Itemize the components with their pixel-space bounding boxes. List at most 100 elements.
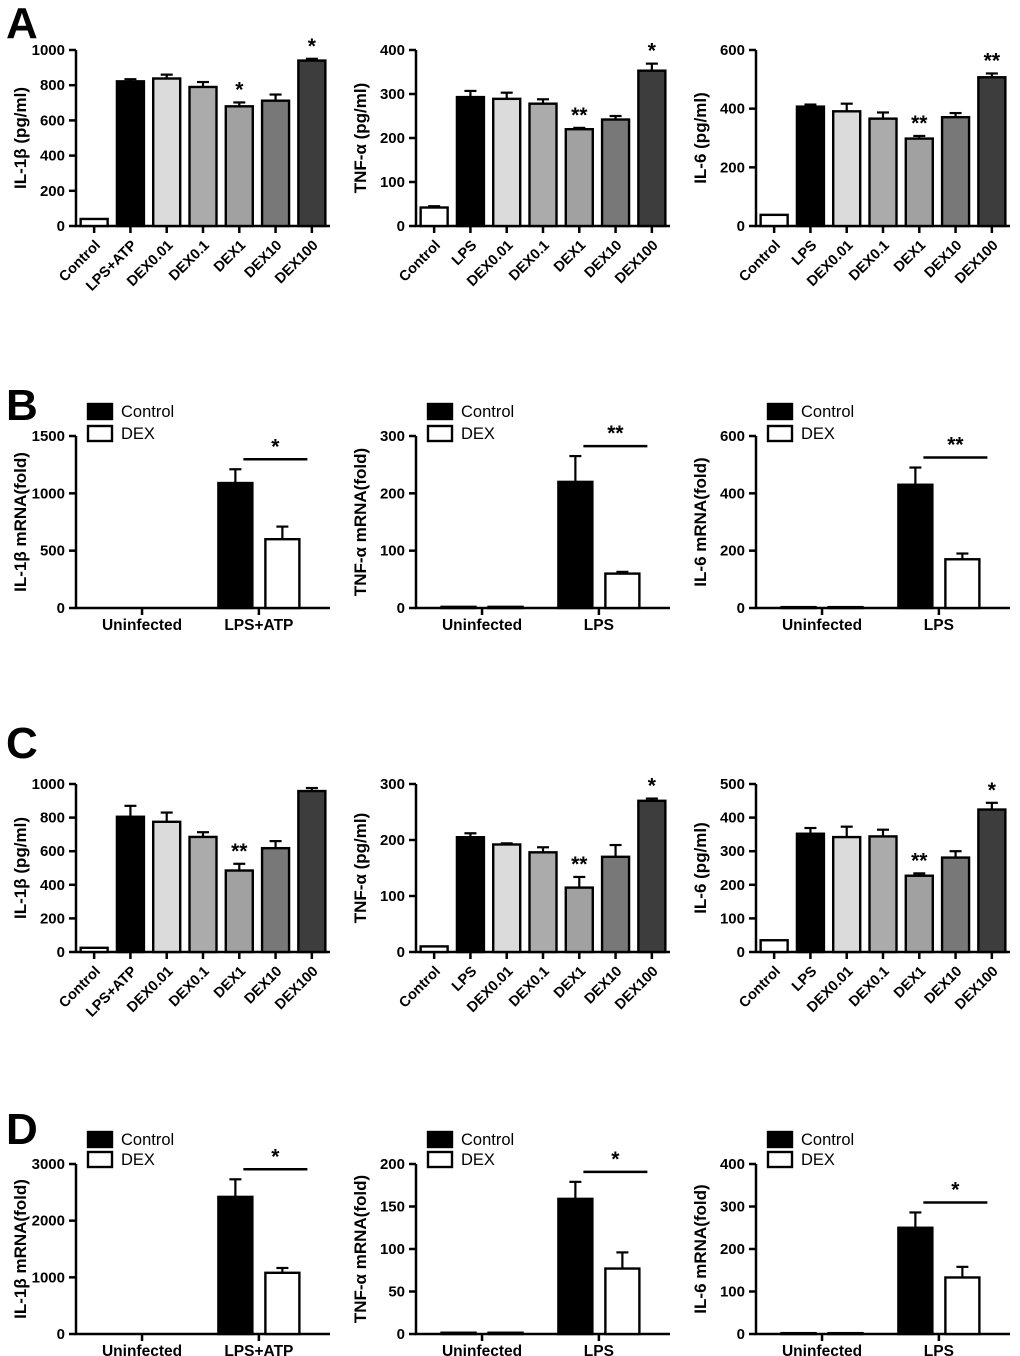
bar bbox=[188, 85, 218, 228]
y-tick-label: 400 bbox=[720, 1156, 745, 1173]
y-tick-label: 0 bbox=[397, 944, 405, 961]
bar bbox=[868, 835, 898, 954]
y-tick-label: 400 bbox=[720, 810, 745, 827]
y-tick-label: 500 bbox=[720, 776, 745, 793]
legend-swatch-dex bbox=[766, 1150, 794, 1169]
y-tick-label: 200 bbox=[380, 485, 405, 502]
y-tick-label: 0 bbox=[737, 944, 745, 961]
bar-control bbox=[557, 480, 594, 610]
y-tick-label: 1000 bbox=[32, 42, 65, 59]
bar-dex bbox=[264, 537, 301, 610]
legend-label-control: Control bbox=[461, 1131, 514, 1149]
y-tick-label: 100 bbox=[720, 1284, 745, 1301]
legend-label-control: Control bbox=[461, 403, 514, 421]
y-tick-label: 200 bbox=[720, 1241, 745, 1258]
bar bbox=[637, 69, 667, 228]
legend-swatch-dex bbox=[86, 1150, 114, 1169]
panel-c-label: C bbox=[6, 719, 38, 768]
y-tick-label: 0 bbox=[57, 944, 65, 961]
significance-star: ** bbox=[911, 112, 928, 135]
panel-c: C 0 200 400 600 800 1000 IL-1β (pg/ml) Control L… bbox=[0, 708, 1020, 1040]
panel-a-chart-row: 0 200 400 600 800 1000 IL-1β (pg/ml) Control LPS… bbox=[0, 0, 1020, 312]
bar-control bbox=[897, 483, 934, 610]
y-tick-label: 3000 bbox=[32, 1156, 65, 1173]
bar bbox=[455, 835, 486, 954]
y-axis-label: IL-6 (pg/ml) bbox=[691, 92, 710, 184]
y-tick-label: 800 bbox=[40, 77, 65, 94]
legend-swatch-control bbox=[86, 1130, 114, 1149]
significance-star: ** bbox=[571, 104, 588, 127]
panel-b-label: B bbox=[6, 381, 38, 430]
bar bbox=[79, 217, 109, 228]
category-label: DEX0.1 bbox=[846, 238, 893, 285]
category-label: LPS bbox=[924, 617, 954, 634]
bar-chart-4: 0 100 200 300 TNF-α mRNA(fold) Control DEX Unin… bbox=[351, 402, 670, 634]
bar bbox=[260, 99, 291, 228]
significance-star: * bbox=[611, 1148, 620, 1171]
bar bbox=[492, 843, 522, 954]
y-tick-label: 300 bbox=[380, 86, 405, 103]
y-tick-label: 100 bbox=[380, 888, 405, 905]
y-tick-label: 0 bbox=[397, 218, 405, 235]
category-label: Uninfected bbox=[102, 617, 182, 634]
y-tick-label: 50 bbox=[388, 1284, 405, 1301]
category-label: LPS+ATP bbox=[224, 617, 293, 634]
y-tick-label: 150 bbox=[380, 1199, 405, 1216]
significance-star: ** bbox=[607, 422, 624, 445]
panel-b: B 0 500 1000 1500 IL-1β mRNA(fold) Control DEX… bbox=[0, 378, 1020, 678]
significance-star: ** bbox=[947, 434, 964, 457]
y-tick-label: 0 bbox=[57, 600, 65, 617]
y-tick-label: 800 bbox=[40, 810, 65, 827]
y-tick-label: 0 bbox=[57, 1326, 65, 1343]
category-label: Control bbox=[396, 238, 444, 286]
legend-label-dex: DEX bbox=[121, 1151, 155, 1169]
y-tick-label: 1000 bbox=[32, 1269, 65, 1286]
category-label: LPS bbox=[449, 963, 480, 994]
bar-control bbox=[217, 481, 254, 610]
y-tick-label: 400 bbox=[720, 101, 745, 118]
legend-label-dex: DEX bbox=[801, 425, 835, 443]
bar bbox=[868, 117, 898, 228]
bar-control bbox=[780, 605, 817, 610]
bar-dex bbox=[944, 558, 981, 610]
y-tick-label: 400 bbox=[380, 42, 405, 59]
y-tick-label: 200 bbox=[720, 543, 745, 560]
bar bbox=[600, 118, 631, 228]
legend-label-control: Control bbox=[121, 403, 174, 421]
bar-control bbox=[897, 1226, 934, 1336]
significance-star: * bbox=[235, 78, 244, 101]
y-axis-label: IL-1β mRNA(fold) bbox=[11, 452, 30, 592]
bar bbox=[832, 110, 862, 228]
bar bbox=[600, 855, 631, 954]
y-tick-label: 300 bbox=[720, 1199, 745, 1216]
y-tick-label: 600 bbox=[40, 112, 65, 129]
y-tick-label: 1500 bbox=[32, 428, 65, 445]
bar bbox=[977, 76, 1007, 228]
bar bbox=[152, 77, 182, 228]
category-label: LPS bbox=[924, 1343, 954, 1356]
bar-dex bbox=[604, 1267, 641, 1336]
panel-b-chart-row: 0 500 1000 1500 IL-1β mRNA(fold) Control DEX Un… bbox=[0, 378, 1020, 678]
y-tick-label: 600 bbox=[720, 428, 745, 445]
y-tick-label: 200 bbox=[720, 159, 745, 176]
y-tick-label: 500 bbox=[40, 543, 65, 560]
y-tick-label: 300 bbox=[380, 776, 405, 793]
bar bbox=[224, 869, 254, 954]
category-label: Control bbox=[736, 964, 784, 1012]
bar bbox=[564, 886, 594, 954]
y-tick-label: 100 bbox=[380, 543, 405, 560]
y-tick-label: 400 bbox=[40, 148, 65, 165]
legend-label-control: Control bbox=[801, 403, 854, 421]
bar-control bbox=[557, 1197, 594, 1336]
bar-control bbox=[440, 605, 477, 610]
significance-star: * bbox=[271, 1145, 280, 1168]
bar bbox=[904, 874, 934, 954]
category-label: LPS bbox=[449, 237, 480, 268]
y-tick-label: 600 bbox=[40, 843, 65, 860]
y-tick-label: 200 bbox=[380, 832, 405, 849]
category-label: LPS bbox=[584, 1343, 614, 1356]
panel-a: A 0 200 400 600 800 1000 IL-1β (pg/ml) Control L… bbox=[0, 0, 1020, 312]
